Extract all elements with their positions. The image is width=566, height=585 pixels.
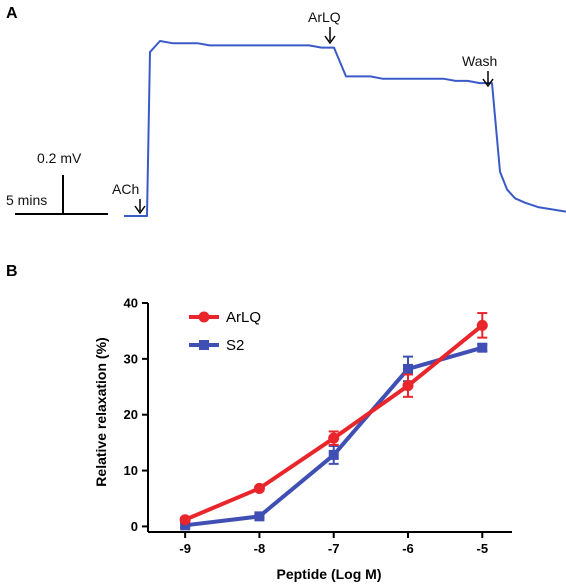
x-axis-title: Peptide (Log M) xyxy=(277,566,382,582)
x-tick-label: -8 xyxy=(254,541,266,556)
legend-label: S2 xyxy=(226,337,244,354)
dose-response-chart: 0 10 20 30 40 -9 -8 -7 -6 -5 ArLQ S2 Peptide (Log … xyxy=(93,296,512,582)
x-tick-label: -9 xyxy=(179,541,191,556)
y-tick-label: 40 xyxy=(124,296,138,311)
data-point xyxy=(254,511,265,522)
chart-axes: 0 10 20 30 40 -9 -8 -7 -6 -5 xyxy=(124,296,512,556)
data-point xyxy=(477,342,488,353)
arlq-marker: ArLQ xyxy=(308,9,341,45)
data-point xyxy=(253,482,265,494)
wash-label: Wash xyxy=(462,53,497,69)
x-tick-label: -5 xyxy=(477,541,489,556)
arlq-label: ArLQ xyxy=(308,9,341,25)
ach-marker: ACh xyxy=(112,181,146,215)
data-point xyxy=(328,449,339,460)
scale-bar: 0.2 mV 5 mins xyxy=(6,150,108,215)
scale-voltage-label: 0.2 mV xyxy=(37,150,82,166)
wash-marker: Wash xyxy=(462,53,497,88)
series-line xyxy=(184,323,484,522)
data-point xyxy=(402,380,414,392)
down-arrow-icon xyxy=(324,35,336,45)
series-s2 xyxy=(180,342,488,531)
down-arrow-icon xyxy=(134,205,146,215)
panel-b-letter: B xyxy=(6,263,18,280)
recording-trace xyxy=(124,40,566,217)
panel-a-letter: A xyxy=(6,5,18,22)
chart-series xyxy=(179,312,488,531)
legend-marker xyxy=(198,311,210,323)
y-tick-label: 20 xyxy=(124,407,138,422)
data-point xyxy=(403,363,413,374)
legend-marker xyxy=(199,340,209,350)
data-point xyxy=(179,514,191,526)
x-tick-label: -6 xyxy=(402,541,414,556)
series-arlq xyxy=(179,312,488,526)
legend-item-s2: S2 xyxy=(189,337,244,354)
chart-legend: ArLQ S2 xyxy=(189,309,261,354)
legend-item-arlq: ArLQ xyxy=(189,309,261,326)
ach-label: ACh xyxy=(112,181,139,197)
down-arrow-icon xyxy=(482,78,494,88)
scale-time-label: 5 mins xyxy=(6,192,47,208)
legend-label: ArLQ xyxy=(226,309,261,326)
data-point xyxy=(476,319,488,331)
y-tick-label: 0 xyxy=(131,519,138,534)
y-tick-label: 30 xyxy=(124,351,138,366)
data-point xyxy=(328,432,340,444)
y-tick-label: 10 xyxy=(124,463,138,478)
data-point xyxy=(180,520,191,531)
y-axis-title: Relative relaxation (%) xyxy=(93,337,109,486)
x-tick-label: -7 xyxy=(328,541,340,556)
